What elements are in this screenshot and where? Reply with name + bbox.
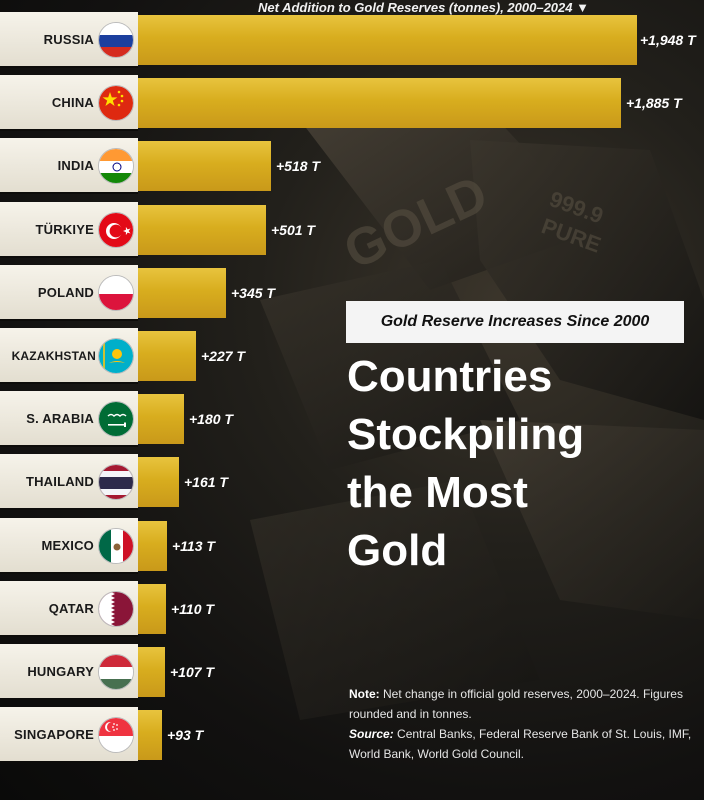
data-label: +1,948 T [640, 32, 696, 48]
qatar-flag-icon [98, 590, 134, 627]
bar-row: RUSSIA +1,948 T [0, 12, 704, 68]
turkiye-flag-icon [98, 211, 134, 248]
category-label: CHINA [51, 95, 94, 111]
footnote: Note: Net change in official gold reserv… [349, 684, 694, 764]
hungary-flag-icon [98, 654, 134, 690]
data-label: +110 T [171, 600, 214, 617]
category-label-panel: THAILAND [0, 454, 138, 511]
mexico-flag-icon [98, 527, 134, 564]
category-label-panel: POLAND [0, 264, 138, 321]
data-label: +518 T [276, 158, 320, 175]
kazakhstan-flag-icon [98, 338, 134, 374]
data-label: +93 T [167, 727, 204, 744]
category-label-panel: TÜRKIYE [0, 201, 138, 258]
title-line: Stockpiling [347, 410, 585, 459]
category-label-panel: QATAR [0, 580, 138, 637]
category-label-panel: HUNGARY [0, 644, 138, 700]
data-label: +227 T [201, 348, 245, 364]
bar [138, 394, 184, 445]
bar-row: S. ARABIA +180 T [0, 391, 704, 448]
singapore-flag-icon [98, 717, 134, 754]
category-label-panel: SINGAPORE [0, 707, 138, 764]
bar-row: CHINA +1,885 T [0, 75, 704, 132]
poland-flag-icon [98, 274, 134, 311]
bar-row: SINGAPORE +93 T [0, 707, 704, 764]
note-label: Note: [349, 687, 380, 701]
bar [138, 267, 226, 318]
bar [138, 710, 162, 761]
data-label: +345 T [231, 284, 275, 301]
data-label: +113 T [172, 537, 215, 554]
category-label: HUNGARY [27, 664, 94, 679]
chart-header: Net Addition to Gold Reserves (tonnes), … [258, 0, 589, 15]
category-label-panel: MEXICO [0, 517, 138, 574]
bar-row: INDIA +518 T [0, 138, 704, 195]
data-label: +180 T [189, 411, 233, 428]
bar-row: QATAR +110 T [0, 580, 704, 637]
category-label-panel: KAZAKHSTAN [0, 328, 138, 384]
bar [138, 141, 271, 192]
bar [138, 520, 167, 571]
category-label-panel: S. ARABIA [0, 391, 138, 448]
subtitle: Gold Reserve Increases Since 2000 [346, 301, 684, 343]
bar [138, 647, 165, 697]
china-flag-icon [98, 85, 134, 122]
bar-row: MEXICO +113 T [0, 517, 704, 574]
category-label: S. ARABIA [26, 411, 94, 427]
data-label: +1,885 T [626, 95, 682, 112]
india-flag-icon [98, 148, 134, 185]
source-label: Source: [349, 727, 394, 741]
title-line: Gold [347, 526, 448, 575]
bar-row: HUNGARY +107 T [0, 644, 704, 700]
note-text: Net change in official gold reserves, 20… [349, 687, 683, 721]
data-label: +107 T [170, 664, 214, 680]
data-label: +501 T [271, 221, 315, 238]
russia-flag-icon [98, 22, 134, 58]
category-label-panel: INDIA [0, 138, 138, 195]
category-label: MEXICO [41, 537, 94, 553]
chart-title: Countries Stockpiling the Most Gold [347, 348, 687, 580]
thailand-flag-icon [98, 464, 134, 501]
bar-row: TÜRKIYE +501 T [0, 201, 704, 258]
data-label: +161 T [184, 474, 228, 491]
category-label: RUSSIA [43, 32, 94, 47]
category-label: KAZAKHSTAN [11, 349, 96, 363]
category-label-panel: CHINA [0, 75, 138, 132]
category-label-panel: RUSSIA [0, 12, 138, 68]
category-label: THAILAND [25, 474, 94, 490]
category-label: TÜRKIYE [35, 221, 94, 237]
title-line: the Most [347, 468, 528, 517]
note: Note: Net change in official gold reserv… [349, 684, 694, 724]
bar-row: POLAND +345 T [0, 264, 704, 321]
saudi-arabia-flag-icon [98, 401, 134, 438]
bar [138, 331, 196, 381]
bar-row: KAZAKHSTAN +227 T [0, 328, 704, 384]
bar [138, 15, 637, 65]
bar [138, 457, 179, 508]
bar [138, 204, 266, 255]
title-line: Countries [347, 352, 553, 401]
source-text: Central Banks, Federal Reserve Bank of S… [349, 727, 692, 761]
bar [138, 78, 621, 129]
bar-row: THAILAND +161 T [0, 454, 704, 511]
category-label: POLAND [37, 284, 94, 300]
category-label: QATAR [48, 600, 94, 616]
bar [138, 583, 166, 634]
category-label: INDIA [57, 158, 94, 174]
source: Source: Central Banks, Federal Reserve B… [349, 724, 694, 764]
category-label: SINGAPORE [14, 727, 94, 743]
